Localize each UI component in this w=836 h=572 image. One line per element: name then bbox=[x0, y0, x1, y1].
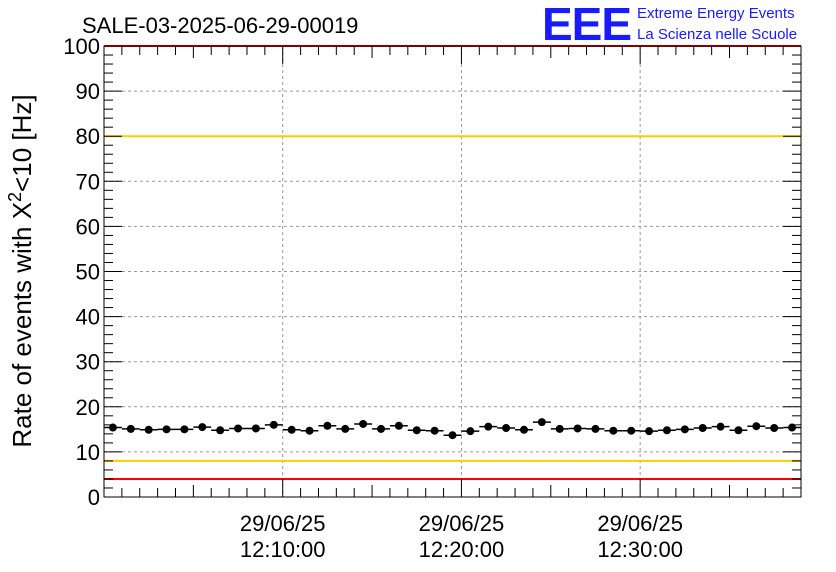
data-point bbox=[323, 421, 332, 430]
data-point bbox=[162, 425, 171, 434]
x-tick-date-label: 29/06/25 bbox=[240, 511, 326, 536]
data-point bbox=[234, 424, 243, 433]
data-point bbox=[519, 425, 528, 434]
data-point bbox=[466, 427, 475, 436]
data-point bbox=[359, 419, 368, 428]
y-tick-label: 30 bbox=[76, 350, 100, 375]
y-tick-label: 40 bbox=[76, 305, 100, 330]
data-point bbox=[180, 425, 189, 434]
data-point bbox=[680, 425, 689, 434]
data-point bbox=[448, 431, 457, 440]
x-tick-date-label: 29/06/25 bbox=[419, 511, 505, 536]
data-point bbox=[591, 424, 600, 433]
data-point bbox=[573, 424, 582, 433]
data-point bbox=[555, 424, 564, 433]
data-point bbox=[698, 423, 707, 432]
chart-title: SALE-03-2025-06-29-00019 bbox=[82, 13, 358, 38]
data-point bbox=[770, 423, 779, 432]
data-point bbox=[341, 424, 350, 433]
data-point bbox=[502, 423, 511, 432]
data-points bbox=[104, 418, 801, 440]
y-tick-label: 50 bbox=[76, 260, 100, 285]
y-tick-label: 100 bbox=[63, 34, 100, 59]
data-point bbox=[788, 423, 797, 432]
data-point bbox=[305, 426, 314, 435]
y-tick-label: 10 bbox=[76, 440, 100, 465]
logo-line-1: Extreme Energy Events bbox=[637, 5, 795, 22]
data-point bbox=[144, 425, 153, 434]
data-point bbox=[645, 427, 654, 436]
data-point bbox=[108, 423, 117, 432]
data-point bbox=[430, 426, 439, 435]
x-tick-time-label: 12:10:00 bbox=[240, 537, 326, 562]
y-tick-label: 80 bbox=[76, 124, 100, 149]
data-point bbox=[537, 418, 546, 427]
data-point bbox=[394, 421, 403, 430]
eee-logo: EEE Extreme Energy Events La Scienza nel… bbox=[542, 0, 797, 50]
data-point bbox=[216, 426, 225, 435]
logo-mark: EEE bbox=[542, 0, 631, 50]
axis-ticks bbox=[104, 45, 801, 498]
x-tick-date-label: 29/06/25 bbox=[597, 511, 683, 536]
data-point bbox=[126, 424, 135, 433]
data-point bbox=[287, 425, 296, 434]
data-point bbox=[377, 424, 386, 433]
x-tick-time-label: 12:20:00 bbox=[419, 537, 505, 562]
data-point bbox=[484, 422, 493, 431]
grid bbox=[104, 46, 801, 497]
data-point bbox=[198, 423, 207, 432]
y-axis-title: Rate of events with X2<10 [Hz] bbox=[5, 94, 37, 447]
y-tick-label: 70 bbox=[76, 169, 100, 194]
data-point bbox=[716, 422, 725, 431]
y-tick-label: 60 bbox=[76, 214, 100, 239]
x-tick-time-label: 12:30:00 bbox=[597, 537, 683, 562]
y-tick-label: 90 bbox=[76, 79, 100, 104]
data-point bbox=[752, 422, 761, 431]
logo-line-2: La Scienza nelle Scuole bbox=[637, 26, 797, 43]
data-point bbox=[734, 426, 743, 435]
y-tick-label: 0 bbox=[88, 485, 100, 510]
reference-lines bbox=[104, 45, 801, 480]
data-point bbox=[627, 426, 636, 435]
y-tick-label: 20 bbox=[76, 395, 100, 420]
data-point bbox=[251, 424, 260, 433]
data-point bbox=[609, 426, 618, 435]
data-point bbox=[412, 426, 421, 435]
data-point bbox=[662, 426, 671, 435]
axis-tick-labels: 010203040506070809010029/06/2512:10:0029… bbox=[63, 34, 683, 562]
data-point bbox=[269, 420, 278, 429]
